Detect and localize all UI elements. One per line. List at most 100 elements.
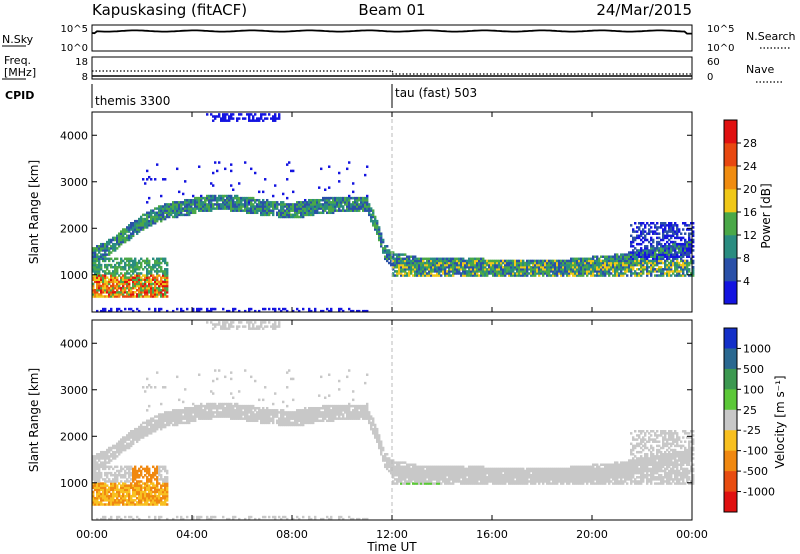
- velocity-cell: [182, 409, 185, 412]
- power-cell: [438, 263, 441, 267]
- power-cell: [262, 203, 265, 206]
- velocity-cell: [100, 473, 103, 477]
- power-cell: [358, 196, 361, 200]
- power-cell: [686, 265, 689, 269]
- power-cell: [132, 286, 135, 290]
- power-cell: [130, 257, 133, 261]
- power-cell: [370, 207, 373, 210]
- velocity-cell: [96, 496, 99, 500]
- power-cell: [92, 295, 95, 298]
- power-cell: [680, 242, 683, 246]
- power-cell: [592, 257, 595, 261]
- power-cell: [104, 253, 107, 256]
- power-cell: [304, 211, 307, 215]
- power-cell: [580, 272, 583, 275]
- velocity-cell: [246, 404, 249, 408]
- power-cell: [100, 274, 103, 277]
- power-cell: [104, 288, 107, 292]
- power-cell: [520, 259, 523, 263]
- power-cell: [436, 265, 439, 269]
- power-cell: [348, 207, 351, 210]
- power-cell: [234, 201, 237, 204]
- power-cell: [254, 113, 257, 116]
- velocity-cell: [136, 486, 139, 490]
- power-cell: [152, 295, 155, 298]
- power-cell: [244, 201, 247, 204]
- velocity-cell: [304, 421, 307, 425]
- power-cell: [390, 263, 393, 267]
- velocity-cell: [148, 423, 151, 427]
- velocity-cell: [110, 480, 113, 483]
- power-cell: [112, 282, 115, 286]
- power-cell: [568, 272, 571, 275]
- power-cell: [526, 263, 529, 267]
- power-cell: [154, 178, 157, 181]
- power-cell: [658, 257, 661, 261]
- power-cell: [636, 251, 639, 254]
- velocity-cell: [240, 406, 243, 410]
- velocity-cell: [156, 421, 159, 425]
- power-cell: [580, 268, 583, 271]
- power-cell: [230, 196, 233, 200]
- velocity-cell: [238, 417, 241, 420]
- power-cell: [138, 288, 141, 292]
- velocity-cell: [272, 325, 275, 328]
- power-cell: [638, 272, 641, 275]
- power-cell: [464, 274, 467, 277]
- power-cell: [126, 291, 129, 294]
- power-cell: [94, 265, 97, 269]
- velocity-cell: [102, 457, 105, 460]
- power-cell: [128, 286, 131, 290]
- power-cell: [262, 209, 265, 212]
- velocity-cell: [122, 492, 125, 496]
- velocity-cell: [272, 323, 275, 326]
- power-cell: [378, 238, 381, 242]
- velocity-cell: [100, 453, 103, 456]
- power-cell: [580, 261, 583, 265]
- power-cell: [106, 257, 109, 261]
- power-cell: [604, 270, 607, 273]
- power-cell: [540, 263, 543, 267]
- power-cell: [428, 274, 431, 277]
- velocity-cell: [118, 492, 121, 496]
- power-cell: [444, 270, 447, 273]
- power-cell: [690, 240, 693, 244]
- power-cell: [416, 259, 419, 263]
- power-cell: [370, 219, 373, 223]
- power-cell: [436, 257, 439, 261]
- power-cell: [98, 276, 101, 279]
- power-cell: [476, 268, 479, 271]
- power-cell: [154, 211, 157, 215]
- power-cell: [264, 203, 267, 206]
- power-cell: [114, 268, 117, 271]
- power-cell: [500, 274, 503, 277]
- power-cell: [510, 263, 513, 267]
- power-cell: [324, 207, 327, 210]
- power-cell: [314, 307, 317, 311]
- power-cell: [434, 274, 437, 277]
- velocity-cell: [302, 413, 305, 416]
- power-cell: [530, 261, 533, 265]
- velocity-cell: [250, 515, 253, 519]
- nsky-tick-top: 10^5: [61, 24, 88, 35]
- velocity-cell: [288, 421, 291, 425]
- velocity-cell: [232, 321, 235, 324]
- power-cell: [108, 263, 111, 267]
- velocity-cell: [160, 484, 163, 487]
- velocity-cell: [248, 406, 251, 410]
- power-cell: [264, 213, 267, 217]
- velocity-cell: [224, 415, 227, 418]
- power-cell: [490, 268, 493, 271]
- velocity-cell: [150, 419, 153, 423]
- velocity-cell: [296, 423, 299, 427]
- velocity-cell: [168, 411, 171, 414]
- power-cell: [602, 265, 605, 269]
- power-cell: [342, 209, 345, 212]
- velocity-cell: [124, 469, 127, 473]
- power-cell: [130, 226, 133, 229]
- power-cell: [438, 261, 441, 265]
- power-cell: [240, 205, 243, 208]
- velocity-cell: [94, 501, 97, 504]
- power-cell: [644, 249, 647, 252]
- velocity-cell: [144, 430, 147, 433]
